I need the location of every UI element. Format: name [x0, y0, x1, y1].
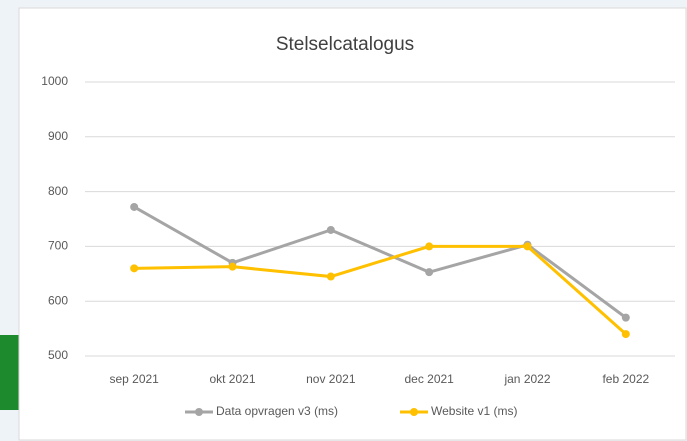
point [523, 242, 532, 251]
y-tick-label: 800 [48, 184, 68, 198]
y-tick-label: 500 [48, 348, 68, 362]
x-tick-label: jan 2022 [503, 372, 550, 386]
point [228, 262, 237, 271]
x-tick-label: okt 2021 [209, 372, 255, 386]
series-line [134, 244, 627, 336]
legend-label: Data opvragen v3 (ms) [216, 404, 338, 418]
chart-title: Stelselcatalogus [276, 34, 414, 55]
background-block [0, 335, 20, 410]
point [326, 225, 335, 234]
y-tick-label: 600 [48, 293, 68, 307]
point [425, 268, 434, 277]
point [130, 264, 139, 273]
chart-area [18, 7, 687, 441]
legend-marker [195, 408, 203, 416]
x-tick-label: feb 2022 [602, 372, 649, 386]
legend-label: Website v1 (ms) [431, 404, 517, 418]
x-tick-label: nov 2021 [306, 372, 356, 386]
point [326, 272, 335, 281]
x-tick-label: dec 2021 [404, 372, 454, 386]
y-tick-label: 1000 [41, 74, 68, 88]
point [621, 313, 630, 322]
series-line [133, 205, 627, 319]
point [621, 330, 630, 339]
legend-marker [410, 408, 418, 416]
point [130, 202, 139, 211]
y-tick-label: 700 [48, 239, 68, 253]
point [425, 242, 434, 251]
y-tick-label: 900 [48, 129, 68, 143]
x-tick-label: sep 2021 [109, 372, 159, 386]
